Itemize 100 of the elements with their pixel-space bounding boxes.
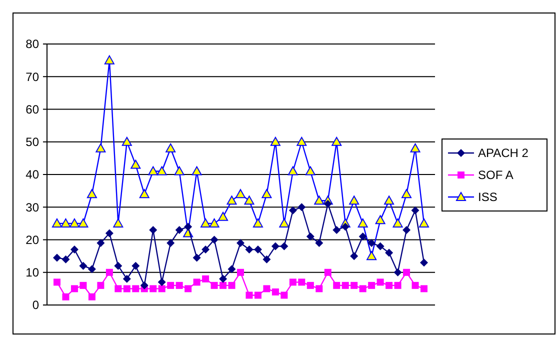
point: [341, 222, 350, 231]
point: [149, 226, 158, 234]
point: [174, 166, 184, 176]
point: [332, 136, 342, 146]
point: [139, 189, 150, 198]
point: [150, 285, 157, 292]
point: [324, 268, 332, 276]
point: [209, 218, 220, 228]
point: [254, 246, 262, 254]
point: [114, 285, 122, 292]
y-tick-label: 40: [26, 168, 40, 182]
point: [359, 285, 366, 292]
point: [62, 293, 70, 300]
point: [70, 285, 78, 292]
y-tick-label: 50: [26, 135, 40, 150]
point: [412, 282, 419, 289]
point: [192, 254, 201, 262]
point: [237, 268, 244, 276]
point: [376, 278, 384, 286]
point: [114, 262, 122, 270]
point: [210, 282, 218, 289]
point: [220, 282, 227, 289]
point: [96, 239, 105, 248]
point: [392, 218, 403, 228]
point: [386, 282, 393, 289]
point: [158, 285, 166, 292]
point: [218, 212, 228, 221]
point: [305, 166, 316, 176]
point: [244, 196, 254, 205]
point: [245, 246, 254, 254]
point: [60, 218, 71, 228]
point: [130, 160, 141, 169]
point: [333, 282, 340, 289]
point: [252, 218, 263, 228]
point: [86, 189, 97, 198]
point: [69, 218, 80, 228]
point: [298, 203, 306, 212]
point: [210, 236, 218, 244]
point: [226, 196, 237, 205]
point: [375, 215, 386, 224]
point: [246, 292, 253, 299]
point: [410, 143, 420, 152]
point: [148, 166, 158, 176]
point: [113, 218, 124, 228]
point: [236, 239, 244, 248]
point: [342, 282, 349, 289]
point: [419, 218, 429, 228]
point: [79, 262, 88, 270]
point: [70, 246, 78, 254]
point: [298, 278, 306, 286]
point: [54, 278, 60, 286]
point: [306, 282, 314, 289]
point: [62, 255, 70, 264]
legend-label: APACH 2: [478, 146, 529, 160]
y-tick-label: 70: [26, 70, 40, 84]
point: [280, 292, 288, 299]
point: [202, 246, 210, 254]
point: [88, 265, 96, 274]
point: [104, 55, 114, 64]
point: [271, 242, 280, 250]
point: [156, 166, 167, 176]
y-tick-label: 30: [26, 200, 40, 214]
point: [193, 278, 200, 286]
point: [270, 136, 280, 146]
point: [123, 285, 130, 292]
point: [175, 226, 184, 234]
point: [236, 189, 246, 198]
point: [384, 196, 394, 205]
y-tick-label: 0: [32, 298, 40, 312]
point: [411, 206, 420, 214]
point: [349, 196, 360, 205]
point: [315, 239, 324, 248]
point: [420, 258, 428, 267]
point: [106, 268, 113, 276]
point: [97, 282, 104, 289]
point: [132, 285, 140, 292]
point: [158, 278, 166, 286]
point: [140, 281, 148, 290]
point: [192, 166, 202, 176]
legend-label: ISS: [478, 190, 498, 204]
point: [332, 226, 341, 234]
point: [272, 288, 279, 296]
point: [105, 229, 114, 238]
point: [316, 285, 323, 292]
point: [403, 268, 410, 276]
point: [78, 218, 88, 228]
point: [122, 136, 132, 146]
point: [368, 282, 376, 289]
point: [350, 252, 358, 260]
point: [166, 239, 175, 248]
point: [306, 232, 314, 240]
point: [88, 293, 96, 300]
point: [166, 143, 176, 152]
point: [358, 218, 368, 228]
point: [314, 196, 324, 205]
point: [288, 166, 298, 176]
point: [254, 292, 262, 299]
point: [184, 285, 192, 292]
point: [366, 251, 377, 260]
point: [80, 282, 87, 289]
